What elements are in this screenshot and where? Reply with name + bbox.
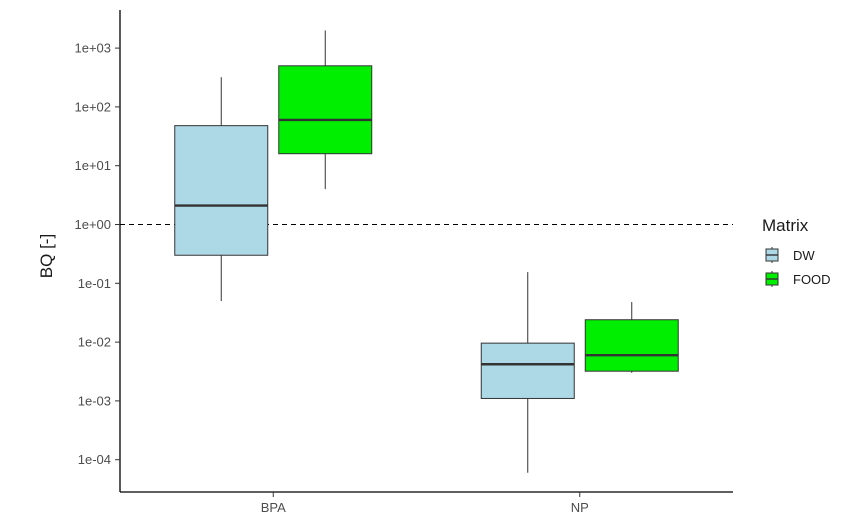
- legend-items: DW FOOD: [765, 247, 831, 287]
- legend-title: Matrix: [762, 216, 809, 235]
- x-tick-label: BPA: [261, 500, 286, 515]
- y-tick-label: 1e-01: [78, 276, 111, 291]
- box-food-bpa: [278, 30, 373, 190]
- boxes-layer: [174, 30, 679, 473]
- legend-label: DW: [793, 248, 815, 263]
- y-tick-label: 1e+02: [74, 99, 111, 114]
- y-tick-label: 1e-04: [78, 452, 111, 467]
- y-axis-title: BQ [-]: [37, 234, 56, 278]
- legend-item-dw: DW: [765, 247, 815, 263]
- box-food-np: [584, 302, 679, 373]
- legend: Matrix DW FOOD: [762, 216, 831, 287]
- y-tick-label: 1e+03: [74, 41, 111, 56]
- legend-item-food: FOOD: [765, 271, 831, 287]
- box-iqr: [584, 319, 679, 372]
- y-tick-label: 1e-03: [78, 393, 111, 408]
- legend-label: FOOD: [793, 272, 831, 287]
- box-iqr: [278, 65, 373, 155]
- box-dw-bpa: [174, 77, 269, 302]
- y-tick-label: 1e+01: [74, 158, 111, 173]
- box-dw-np: [480, 272, 575, 473]
- y-tick-label: 1e+00: [74, 217, 111, 232]
- y-tick-label: 1e-02: [78, 335, 111, 350]
- box-iqr: [480, 342, 575, 399]
- box-iqr: [174, 125, 269, 256]
- x-tick-label: NP: [571, 500, 589, 515]
- axes-layer: 1e-04 1e-03 1e-02 1e-01 1e+00 1e+01 1e+02 1e+03…: [74, 10, 733, 515]
